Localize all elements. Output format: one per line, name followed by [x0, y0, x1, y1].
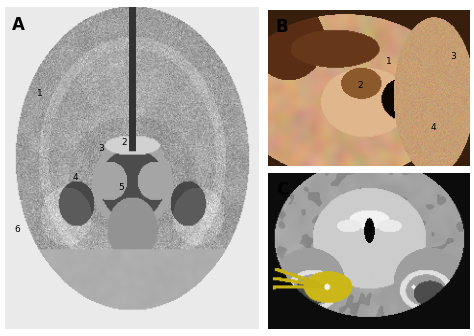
Text: 3: 3 — [450, 52, 456, 61]
Text: 3: 3 — [98, 144, 104, 153]
Text: A: A — [12, 16, 25, 34]
Text: 6: 6 — [15, 225, 20, 234]
Text: B: B — [276, 18, 289, 36]
Text: 1: 1 — [37, 89, 43, 98]
Text: C: C — [276, 181, 288, 199]
Text: 4: 4 — [430, 123, 436, 132]
Text: 4: 4 — [73, 173, 79, 182]
Text: 1: 1 — [386, 57, 392, 66]
Text: 2: 2 — [358, 81, 363, 90]
Text: 2: 2 — [121, 138, 127, 147]
Text: 5: 5 — [118, 183, 124, 192]
